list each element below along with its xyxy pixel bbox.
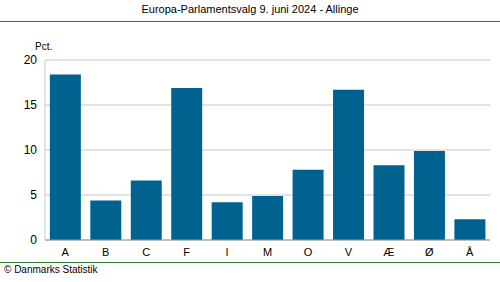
- svg-text:0: 0: [30, 233, 37, 247]
- svg-text:I: I: [226, 246, 229, 258]
- svg-text:5: 5: [30, 188, 37, 202]
- svg-text:10: 10: [24, 143, 38, 157]
- svg-text:C: C: [142, 246, 150, 258]
- svg-text:Å: Å: [466, 246, 474, 258]
- svg-text:V: V: [345, 246, 353, 258]
- svg-text:Æ: Æ: [383, 246, 394, 258]
- svg-text:F: F: [183, 246, 190, 258]
- svg-text:B: B: [102, 246, 109, 258]
- svg-text:15: 15: [24, 98, 38, 112]
- html-text:Pct.: Pct.: [35, 41, 53, 52]
- svg-text:M: M: [263, 246, 272, 258]
- svg-text:O: O: [304, 246, 313, 258]
- svg-text:20: 20: [24, 53, 38, 67]
- html-text:© Danmarks Statistik: © Danmarks Statistik: [4, 264, 98, 275]
- html-text:Europa-Parlamentsvalg 9. juni: Europa-Parlamentsvalg 9. juni 2024 - All…: [141, 3, 359, 15]
- svg-text:A: A: [62, 246, 70, 258]
- svg-text:Ø: Ø: [425, 246, 434, 258]
